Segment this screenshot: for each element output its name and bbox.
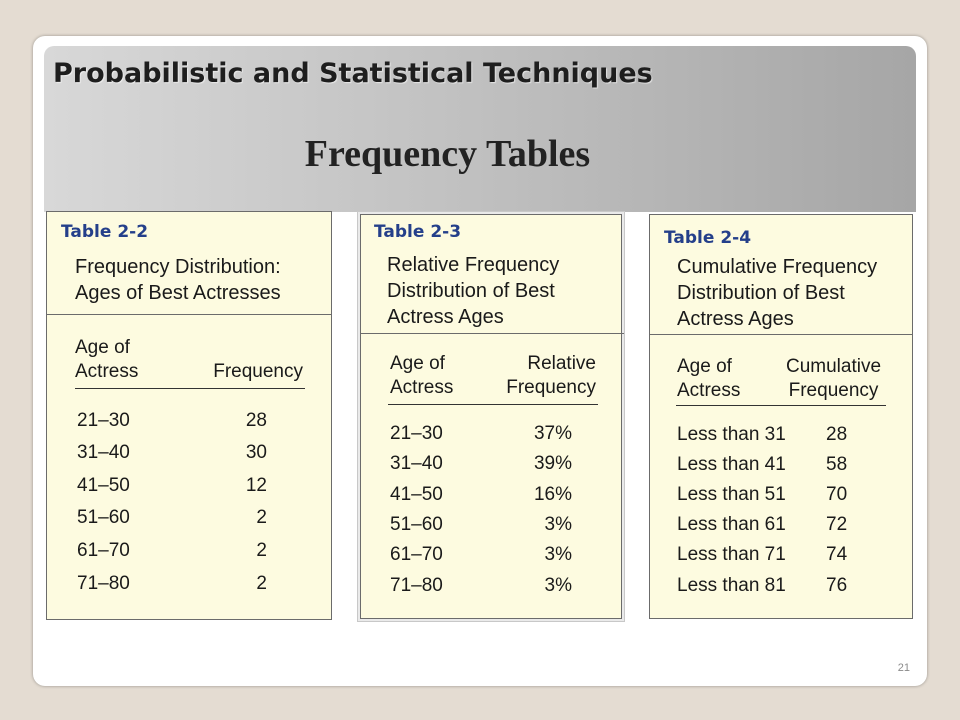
table-row-value: 74 (826, 544, 848, 565)
table-caption: Cumulative Frequency Distribution of Bes… (677, 256, 878, 330)
table-caption: Relative Frequency Distribution of Best … (387, 254, 560, 328)
table-2-2-panel: Table 2-2 Frequency Distribution: Ages o… (46, 211, 332, 620)
header-rule (388, 404, 598, 405)
table-row-value: 3% (544, 575, 572, 596)
table-caption-box: Table 2-3 Relative Frequency Distributio… (360, 214, 624, 334)
table-row-value: 58 (826, 454, 848, 475)
table-label: Table 2-4 (664, 228, 752, 248)
table-caption: Frequency Distribution: Ages of Best Act… (75, 256, 281, 304)
table-row-value: 2 (256, 540, 267, 561)
table-row-value: 3% (544, 544, 572, 565)
table-label: Table 2-2 (61, 222, 149, 242)
header-rule (75, 388, 305, 389)
table-row-label: 41–50 (77, 475, 130, 496)
slide-header-band (44, 46, 916, 212)
table-row-value: 70 (826, 484, 848, 505)
table-label: Table 2-3 (374, 222, 462, 242)
table-row-label: 71–80 (390, 575, 443, 596)
table-row-value: 2 (256, 507, 267, 528)
table-row-value: 28 (826, 424, 848, 445)
column-header-age: Age of Actress (677, 356, 741, 401)
table-row-label: Less than 31 (677, 424, 786, 445)
table-row-label: 31–40 (77, 442, 130, 463)
table-row-value: 3% (544, 514, 572, 535)
table-row-label: 21–30 (390, 423, 443, 444)
table-row-value: 2 (256, 573, 267, 594)
column-header-frequency: Frequency (213, 361, 303, 382)
table-row-label: Less than 61 (677, 514, 786, 535)
table-row-label: 51–60 (390, 514, 443, 535)
table-caption-box: Table 2-2 Frequency Distribution: Ages o… (47, 212, 331, 315)
header-title: Probabilistic and Statistical Techniques (53, 58, 653, 89)
table-row-value: 12 (245, 475, 267, 496)
table-row-label: 71–80 (77, 573, 130, 594)
table-2-3-panel: Table 2-3 Relative Frequency Distributio… (357, 211, 625, 622)
table-row-value: 37% (533, 423, 572, 444)
table-row-value: 30 (245, 442, 267, 463)
table-row-label: Less than 71 (677, 544, 786, 565)
column-header-cumulative-frequency: Cumulative Frequency (786, 356, 882, 401)
table-row-label: 31–40 (390, 453, 443, 474)
table-row-value: 72 (826, 514, 848, 535)
table-row-label: Less than 81 (677, 575, 786, 596)
table-row-label: 41–50 (390, 484, 443, 505)
table-row-label: Less than 51 (677, 484, 786, 505)
column-header-relative-frequency: Relative Frequency (506, 353, 596, 398)
table-row-label: Less than 41 (677, 454, 786, 475)
table-row-value: 16% (533, 484, 572, 505)
header-rule (676, 405, 886, 406)
table-inner-frame (360, 214, 622, 619)
table-row-label: 21–30 (77, 410, 130, 431)
table-row-value: 76 (826, 575, 848, 596)
table-2-4-panel: Table 2-4 Cumulative Frequency Distribut… (649, 214, 913, 619)
slide-title: Frequency Tables (304, 133, 591, 175)
table-row-value: 39% (533, 453, 572, 474)
table-row-value: 28 (245, 410, 267, 431)
column-header-age: Age of Actress (390, 353, 454, 398)
table-row-label: 51–60 (77, 507, 130, 528)
table-row-label: 61–70 (390, 544, 443, 565)
table-caption-box: Table 2-4 Cumulative Frequency Distribut… (650, 215, 912, 335)
page-number: 21 (897, 662, 910, 674)
table-row-label: 61–70 (77, 540, 130, 561)
column-header-age: Age of Actress (75, 337, 139, 382)
